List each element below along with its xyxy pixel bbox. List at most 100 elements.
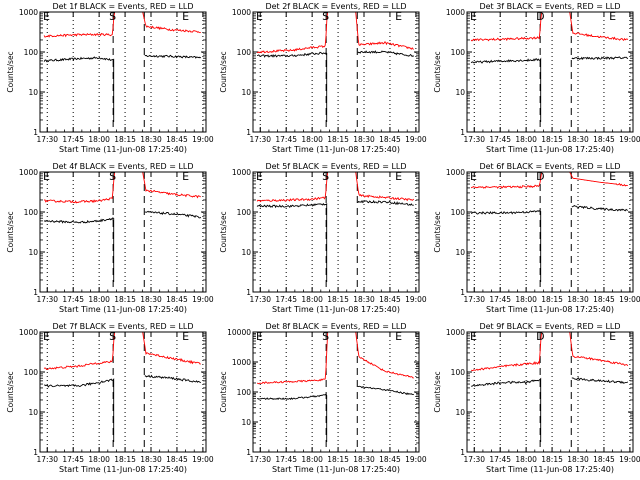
y-tick-label: 1: [460, 288, 465, 297]
y-tick-label: 1: [33, 448, 38, 457]
y-tick-label: 1000: [232, 168, 251, 177]
plot-frame: [39, 11, 207, 133]
interval-marker-s: S: [109, 170, 116, 183]
x-tick-label: 18:30: [140, 135, 162, 144]
lld-series-line: [43, 11, 116, 38]
x-tick-label: 18:45: [593, 295, 615, 304]
panel-title: Det 1f BLACK = Events, RED = LLD: [52, 2, 193, 11]
x-tick-label: 18:45: [593, 135, 615, 144]
x-tick-label: 17:45: [489, 455, 511, 464]
events-series-line: [43, 56, 115, 122]
y-tick-label: 100: [24, 48, 39, 57]
x-tick-label: 17:30: [249, 455, 271, 464]
plot-frame: [466, 331, 634, 453]
y-tick-label: 1000: [19, 168, 38, 177]
x-tick-label: 19:00: [405, 295, 427, 304]
x-tick-label: 17:30: [463, 295, 485, 304]
detector-panel-3: Det 3f BLACK = Events, RED = LLD 1 10 100 10…: [433, 2, 640, 154]
y-tick-label: 10: [241, 88, 251, 97]
interval-marker-e-end: E: [182, 170, 189, 183]
events-series-line: [470, 57, 542, 122]
interval-marker-e-end: E: [609, 170, 616, 183]
x-tick-label: 17:30: [463, 455, 485, 464]
plot-frame: [466, 11, 634, 133]
interval-marker-s: D: [536, 10, 544, 23]
y-tick-label: 1: [246, 288, 251, 297]
plot-frame: [252, 11, 420, 133]
y-tick-label: 1: [460, 448, 465, 457]
x-tick-label: 18:30: [353, 295, 375, 304]
y-tick-label: 1000: [446, 8, 465, 17]
y-tick-label: 1000: [19, 328, 38, 337]
x-tick-label: 18:30: [140, 295, 162, 304]
events-series-line: [43, 217, 115, 282]
lld-series-line: [470, 171, 543, 189]
events-series-line: [571, 377, 629, 384]
interval-marker-e-start: E: [256, 170, 263, 183]
interval-marker-s: S: [322, 10, 329, 23]
x-tick-label: 17:30: [249, 295, 271, 304]
y-tick-label: 10: [241, 418, 251, 427]
x-axis-label: Start Time (11-Jun-08 17:25:40): [486, 145, 614, 154]
interval-marker-e-start: E: [256, 10, 263, 23]
panel-title: Det 2f BLACK = Events, RED = LLD: [265, 2, 406, 11]
x-tick-label: 18:15: [114, 295, 136, 304]
x-tick-label: 18:00: [301, 135, 323, 144]
x-tick-label: 17:30: [36, 455, 58, 464]
y-tick-label: 1000: [446, 328, 465, 337]
x-tick-label: 17:45: [275, 295, 297, 304]
detector-panel-1: Det 1f BLACK = Events, RED = LLD 1 10 100 10…: [6, 2, 214, 154]
x-tick-label: 18:30: [567, 135, 589, 144]
x-tick-label: 18:30: [140, 455, 162, 464]
x-axis-label: Start Time (11-Jun-08 17:25:40): [272, 145, 400, 154]
y-axis-label: Counts/sec: [433, 51, 442, 92]
y-tick-label: 100: [451, 48, 466, 57]
x-axis-label: Start Time (11-Jun-08 17:25:40): [272, 305, 400, 314]
events-series-line: [256, 202, 328, 282]
y-tick-label: 100: [237, 48, 252, 57]
interval-marker-e-end: E: [395, 330, 402, 343]
events-series-line: [471, 210, 542, 282]
interval-marker-s: D: [536, 170, 544, 183]
x-axis-label: Start Time (11-Jun-08 17:25:40): [59, 305, 187, 314]
y-axis-label: Counts/sec: [219, 51, 228, 92]
x-tick-label: 18:45: [379, 135, 401, 144]
y-tick-label: 10: [241, 248, 251, 257]
events-series-line: [144, 54, 202, 59]
detector-panel-4: Det 4f BLACK = Events, RED = LLD 1 10 100 10…: [6, 162, 214, 314]
events-series-line: [357, 385, 415, 396]
interval-marker-e-start: E: [43, 330, 50, 343]
x-tick-label: 17:30: [36, 135, 58, 144]
y-tick-label: 100: [451, 208, 466, 217]
x-tick-label: 18:45: [166, 455, 188, 464]
y-tick-label: 1000: [446, 168, 465, 177]
x-tick-label: 19:00: [192, 135, 214, 144]
x-tick-label: 19:00: [192, 295, 214, 304]
interval-marker-e-start: E: [43, 170, 50, 183]
x-tick-label: 18:45: [166, 135, 188, 144]
y-axis-label: Counts/sec: [219, 371, 228, 412]
panel-title: Det 3f BLACK = Events, RED = LLD: [479, 2, 620, 11]
y-tick-label: 10000: [227, 328, 251, 337]
y-tick-label: 1: [246, 128, 251, 137]
interval-marker-s: S: [322, 330, 329, 343]
events-series-line: [357, 199, 414, 206]
detector-panel-7: Det 7f BLACK = Events, RED = LLD 1 10 100 10…: [6, 322, 214, 474]
events-series-line: [144, 210, 202, 219]
plot-frame: [39, 171, 207, 293]
lld-series-line: [256, 171, 329, 203]
x-tick-label: 19:00: [192, 455, 214, 464]
detector-panel-9: Det 9f BLACK = Events, RED = LLD 1 10 100 10…: [433, 322, 640, 474]
y-tick-label: 100: [24, 208, 39, 217]
x-tick-label: 17:30: [463, 135, 485, 144]
y-tick-label: 10: [455, 248, 465, 257]
x-tick-label: 19:00: [619, 295, 640, 304]
x-tick-label: 18:15: [541, 455, 563, 464]
x-tick-label: 17:45: [62, 295, 84, 304]
events-series-line: [471, 377, 542, 442]
x-tick-label: 17:45: [275, 455, 297, 464]
lld-series-line: [256, 331, 329, 385]
x-tick-label: 17:45: [489, 295, 511, 304]
x-tick-label: 18:15: [327, 455, 349, 464]
x-tick-label: 18:00: [515, 135, 537, 144]
